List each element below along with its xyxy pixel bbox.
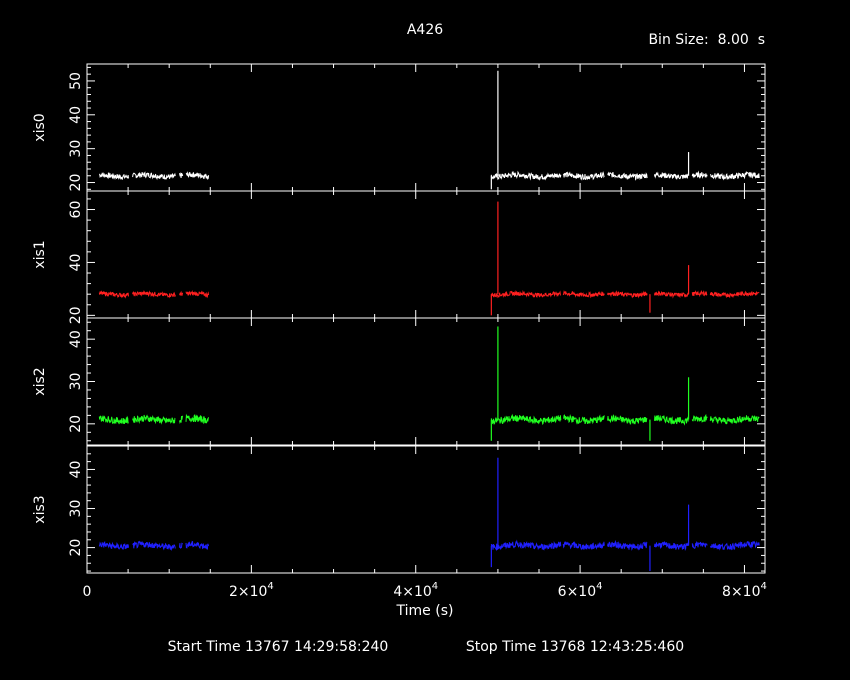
y-tick-label: 20	[68, 415, 84, 433]
y-tick-label: 40	[68, 461, 84, 479]
y-tick-label: 20	[68, 174, 84, 192]
x-tick-label: 6×104	[558, 581, 603, 600]
x-tick-exponent: 4	[267, 581, 273, 592]
series-line-xis1	[98, 289, 760, 299]
panel-xis3: 20 30 40 xis3	[32, 445, 766, 574]
y-tick-label: 30	[68, 140, 84, 158]
x-axis-label: Time (s)	[396, 603, 454, 619]
panels: 20 30 40 50 xis0 20 40 60 xis1 20 30 40 xis2 20 30 40 xi…	[32, 63, 766, 574]
stop-time-label: Stop Time 13768 12:43:25:460	[466, 639, 684, 655]
y-tick-label: 40	[68, 254, 84, 272]
panel-frame	[86, 190, 766, 319]
panel-frame	[86, 63, 766, 192]
series-line-xis3	[98, 539, 760, 552]
panel-ylabel: xis3	[32, 495, 48, 523]
x-tick-label: 4×104	[393, 581, 438, 600]
x-tick-label: 0	[83, 584, 92, 600]
y-tick-label: 20	[68, 539, 84, 557]
panel-frame	[86, 445, 766, 574]
x-tick-label: 2×104	[229, 581, 274, 600]
series-line-xis0	[98, 170, 760, 181]
y-tick-label: 40	[68, 106, 84, 124]
panel-ylabel: xis2	[32, 367, 48, 395]
bin-size-label: Bin Size: 8.00 s	[648, 32, 765, 48]
chart-title: A426	[407, 22, 443, 38]
panel-frame	[86, 317, 766, 446]
panel-ylabel: xis1	[32, 240, 48, 268]
y-tick-label: 40	[68, 330, 84, 348]
x-tick-label: 8×104	[722, 581, 767, 600]
panel-xis0: 20 30 40 50 xis0	[32, 63, 766, 192]
panel-ylabel: xis0	[32, 113, 48, 141]
x-tick-exponent: 4	[596, 581, 602, 592]
panel-xis2: 20 30 40 xis2	[32, 317, 766, 446]
series-line-xis2	[98, 413, 760, 426]
y-tick-label: 30	[68, 373, 84, 391]
x-axis: 0 2×104 4×104 6×104 8×104	[83, 581, 767, 600]
x-tick-exponent: 4	[760, 581, 766, 592]
y-tick-label: 20	[68, 306, 84, 324]
x-tick-exponent: 4	[432, 581, 438, 592]
y-tick-label: 60	[68, 201, 84, 219]
start-time-label: Start Time 13767 14:29:58:240	[168, 639, 389, 655]
y-tick-label: 50	[68, 72, 84, 90]
panel-xis1: 20 40 60 xis1	[32, 190, 766, 324]
y-tick-label: 30	[68, 500, 84, 518]
